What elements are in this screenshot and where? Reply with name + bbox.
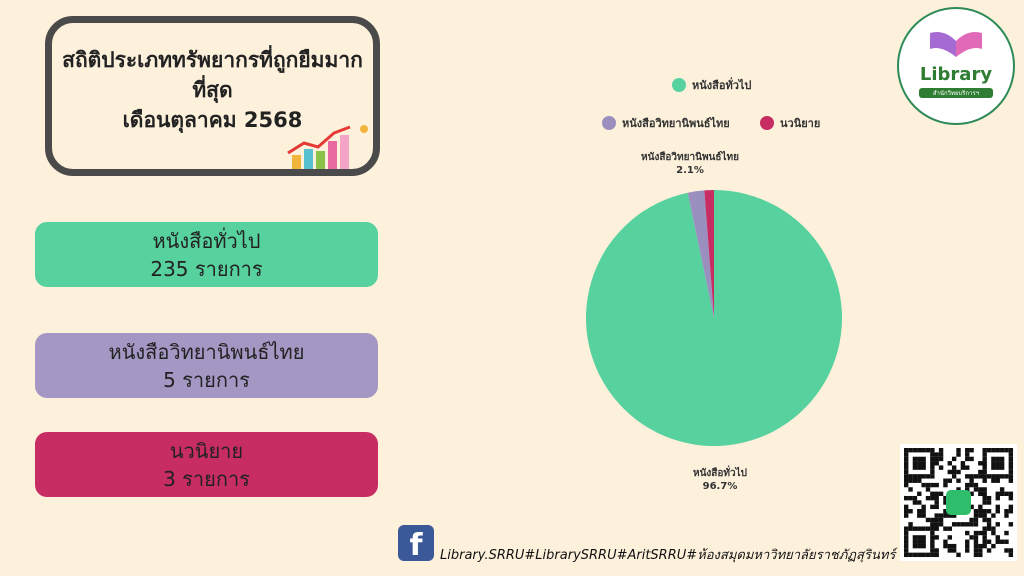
data-label-general: หนังสือทั่วไป 96.7% (680, 467, 760, 493)
data-label-category: หนังสือทั่วไป (692, 468, 747, 479)
logo-subtitle: สำนักวิทยบริการฯ (919, 88, 993, 98)
legend-general: หนังสือทั่วไป (672, 76, 751, 94)
title-line1: สถิติประเภททรัพยากรที่ถูกยืมมากที่สุด (62, 48, 363, 102)
card-count: 3 รายการ (163, 467, 250, 491)
legend-swatch (672, 78, 686, 92)
facebook-icon: f (398, 525, 434, 563)
pie-slice-1 (687, 190, 714, 318)
legend-swatch (760, 116, 774, 130)
data-label-category: หนังสือวิทยานิพนธ์ไทย (641, 152, 739, 163)
card-label: หนังสือวิทยานิพนธ์ไทย (108, 340, 305, 364)
card-count: 5 รายการ (163, 368, 250, 392)
data-label-thesis: หนังสือวิทยานิพนธ์ไทย 2.1% (630, 151, 750, 177)
legend-thesis: หนังสือวิทยานิพนธ์ไทย (602, 114, 730, 132)
growth-chart-icon (287, 125, 368, 169)
footer-hashtags: Library.SRRU#LibrarySRRU#AritSRRU#ห้องสม… (440, 548, 896, 563)
legend-label: นวนิยาย (780, 117, 821, 130)
page-title: สถิติประเภททรัพยากรที่ถูกยืมมากที่สุด เด… (52, 45, 373, 135)
card-novels: นวนิยาย 3 รายการ (35, 432, 378, 497)
card-label: นวนิยาย (169, 439, 244, 463)
data-label-value: 2.1% (676, 165, 704, 176)
card-general-books: หนังสือทั่วไป 235 รายการ (35, 222, 378, 287)
data-label-value: 96.7% (702, 481, 738, 492)
pie-slice-2 (704, 190, 714, 318)
legend-swatch (602, 116, 616, 130)
qr-code (900, 444, 1017, 561)
card-label: หนังสือทั่วไป (152, 229, 261, 253)
legend-label: หนังสือทั่วไป (692, 79, 752, 92)
library-logo: Library สำนักวิทยบริการฯ (897, 7, 1015, 125)
legend-novels: นวนิยาย (760, 114, 820, 132)
logo-text: Library (919, 64, 993, 85)
title-line2: เดือนตุลาคม 2568 (122, 108, 303, 132)
title-box: สถิติประเภททรัพยากรที่ถูกยืมมากที่สุด เด… (45, 16, 380, 176)
card-count: 235 รายการ (150, 257, 263, 281)
legend-label: หนังสือวิทยานิพนธ์ไทย (622, 117, 730, 130)
open-book-icon (930, 32, 982, 57)
card-thesis: หนังสือวิทยานิพนธ์ไทย 5 รายการ (35, 333, 378, 398)
